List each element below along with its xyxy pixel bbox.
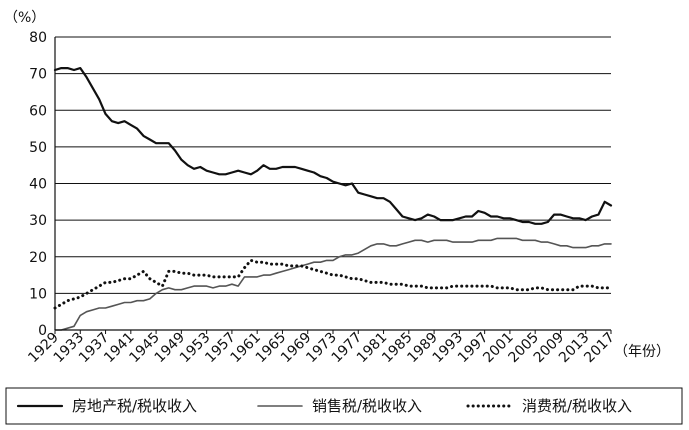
horizontal-gridlines <box>55 36 611 294</box>
legend-label: 销售税/税收收入 <box>312 397 422 415</box>
legend-label: 消费税/税收收入 <box>522 397 632 415</box>
y-tick-label: 50 <box>29 140 47 156</box>
legend-box <box>5 387 683 425</box>
y-tick-label: 40 <box>29 177 47 193</box>
x-axis-unit-label: （年份） <box>614 344 670 360</box>
y-axis-unit-label: （%） <box>4 10 45 26</box>
series-line-2 <box>54 237 612 331</box>
x-axis-tick-labels: 1929193319371941194519491953195719611965… <box>25 330 618 367</box>
x-tick-label: 2017 <box>581 330 618 367</box>
series-line-1 <box>53 66 613 225</box>
y-tick-label: 20 <box>29 250 47 266</box>
y-axis-tick-labels: 0 10 20 30 40 50 60 70 80 <box>29 30 47 339</box>
y-tick-label: 30 <box>29 213 47 229</box>
y-tick-label: 70 <box>29 67 47 83</box>
y-tick-label: 0 <box>38 323 47 339</box>
legend: 房地产税/税收收入 销售税/税收收入 消费税/税收收入 <box>16 397 632 415</box>
y-tick-label: 10 <box>29 286 47 302</box>
series-line-3 <box>53 258 613 310</box>
y-tick-label: 80 <box>29 30 47 46</box>
legend-label: 房地产税/税收收入 <box>72 397 197 415</box>
y-tick-label: 60 <box>29 103 47 119</box>
series-lines <box>53 66 613 331</box>
